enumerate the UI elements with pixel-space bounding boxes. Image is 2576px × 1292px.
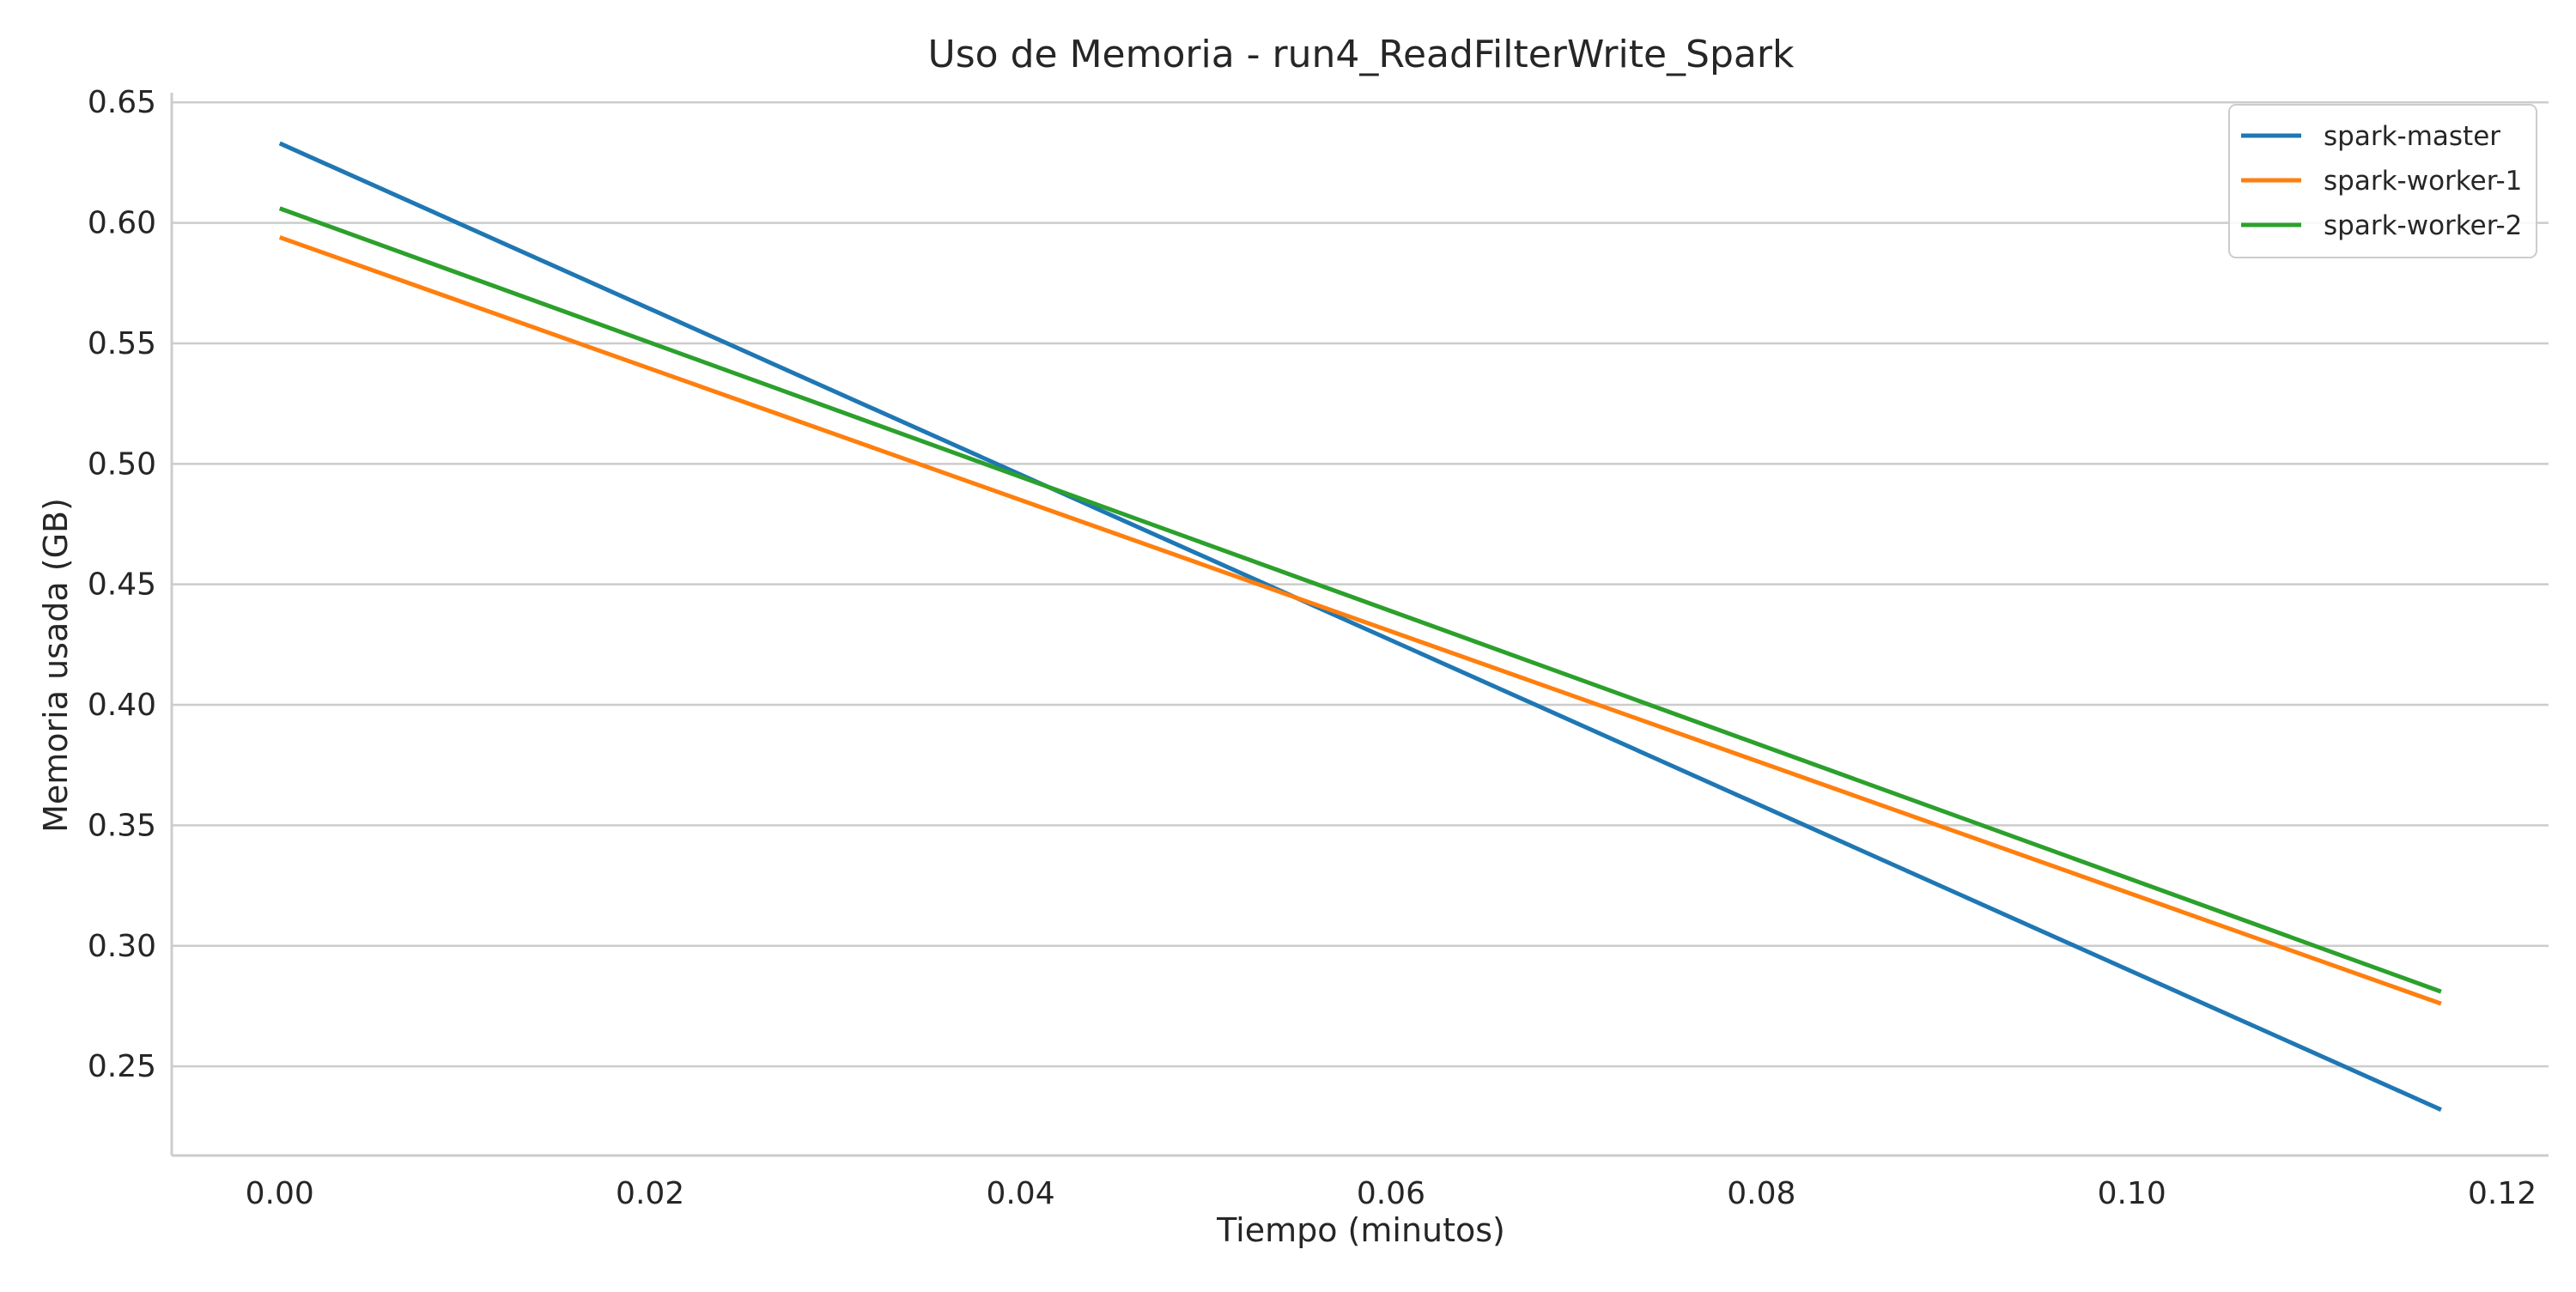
y-tick-label: 0.35 <box>88 808 156 843</box>
series-line-spark-master <box>278 141 2442 1112</box>
x-tick-label: 0.08 <box>1727 1176 1795 1211</box>
x-tick-label: 0.00 <box>246 1176 314 1211</box>
y-tick-label: 0.65 <box>88 85 156 120</box>
tick-labels: 0.25 0.30 0.35 0.40 0.45 0.50 0.55 0.60 0.65 0.00… <box>88 85 2537 1211</box>
grid <box>172 100 2549 1068</box>
chart-title: Uso de Memoria - run4_ReadFilterWrite_Sp… <box>928 33 1795 76</box>
x-tick-label: 0.10 <box>2098 1176 2166 1211</box>
legend: spark-master spark-worker-1 spark-worker-2 <box>2228 104 2537 258</box>
y-axis-label: Memoria usada (GB) <box>37 498 75 833</box>
series-lines <box>278 141 2442 1112</box>
x-tick-label: 0.06 <box>1357 1176 1425 1211</box>
y-tick-label: 0.50 <box>88 446 156 482</box>
x-tick-label: 0.12 <box>2468 1176 2537 1211</box>
legend-label: spark-master <box>2324 121 2500 152</box>
y-tick-label: 0.45 <box>88 567 156 603</box>
x-tick-label: 0.02 <box>616 1176 684 1211</box>
x-axis-label: Tiempo (minutos) <box>1216 1211 1505 1249</box>
series-line-spark-worker-1 <box>278 235 2442 1006</box>
legend-box <box>2228 104 2537 258</box>
y-tick-label: 0.40 <box>88 688 156 723</box>
series-line-spark-worker-2 <box>278 206 2442 994</box>
axes <box>170 93 2549 1157</box>
x-tick-label: 0.04 <box>986 1176 1054 1211</box>
y-tick-label: 0.60 <box>88 206 156 241</box>
y-tick-label: 0.55 <box>88 326 156 361</box>
y-tick-label: 0.30 <box>88 929 156 964</box>
legend-label: spark-worker-2 <box>2324 210 2522 241</box>
legend-label: spark-worker-1 <box>2324 166 2522 197</box>
y-tick-label: 0.25 <box>88 1049 156 1084</box>
